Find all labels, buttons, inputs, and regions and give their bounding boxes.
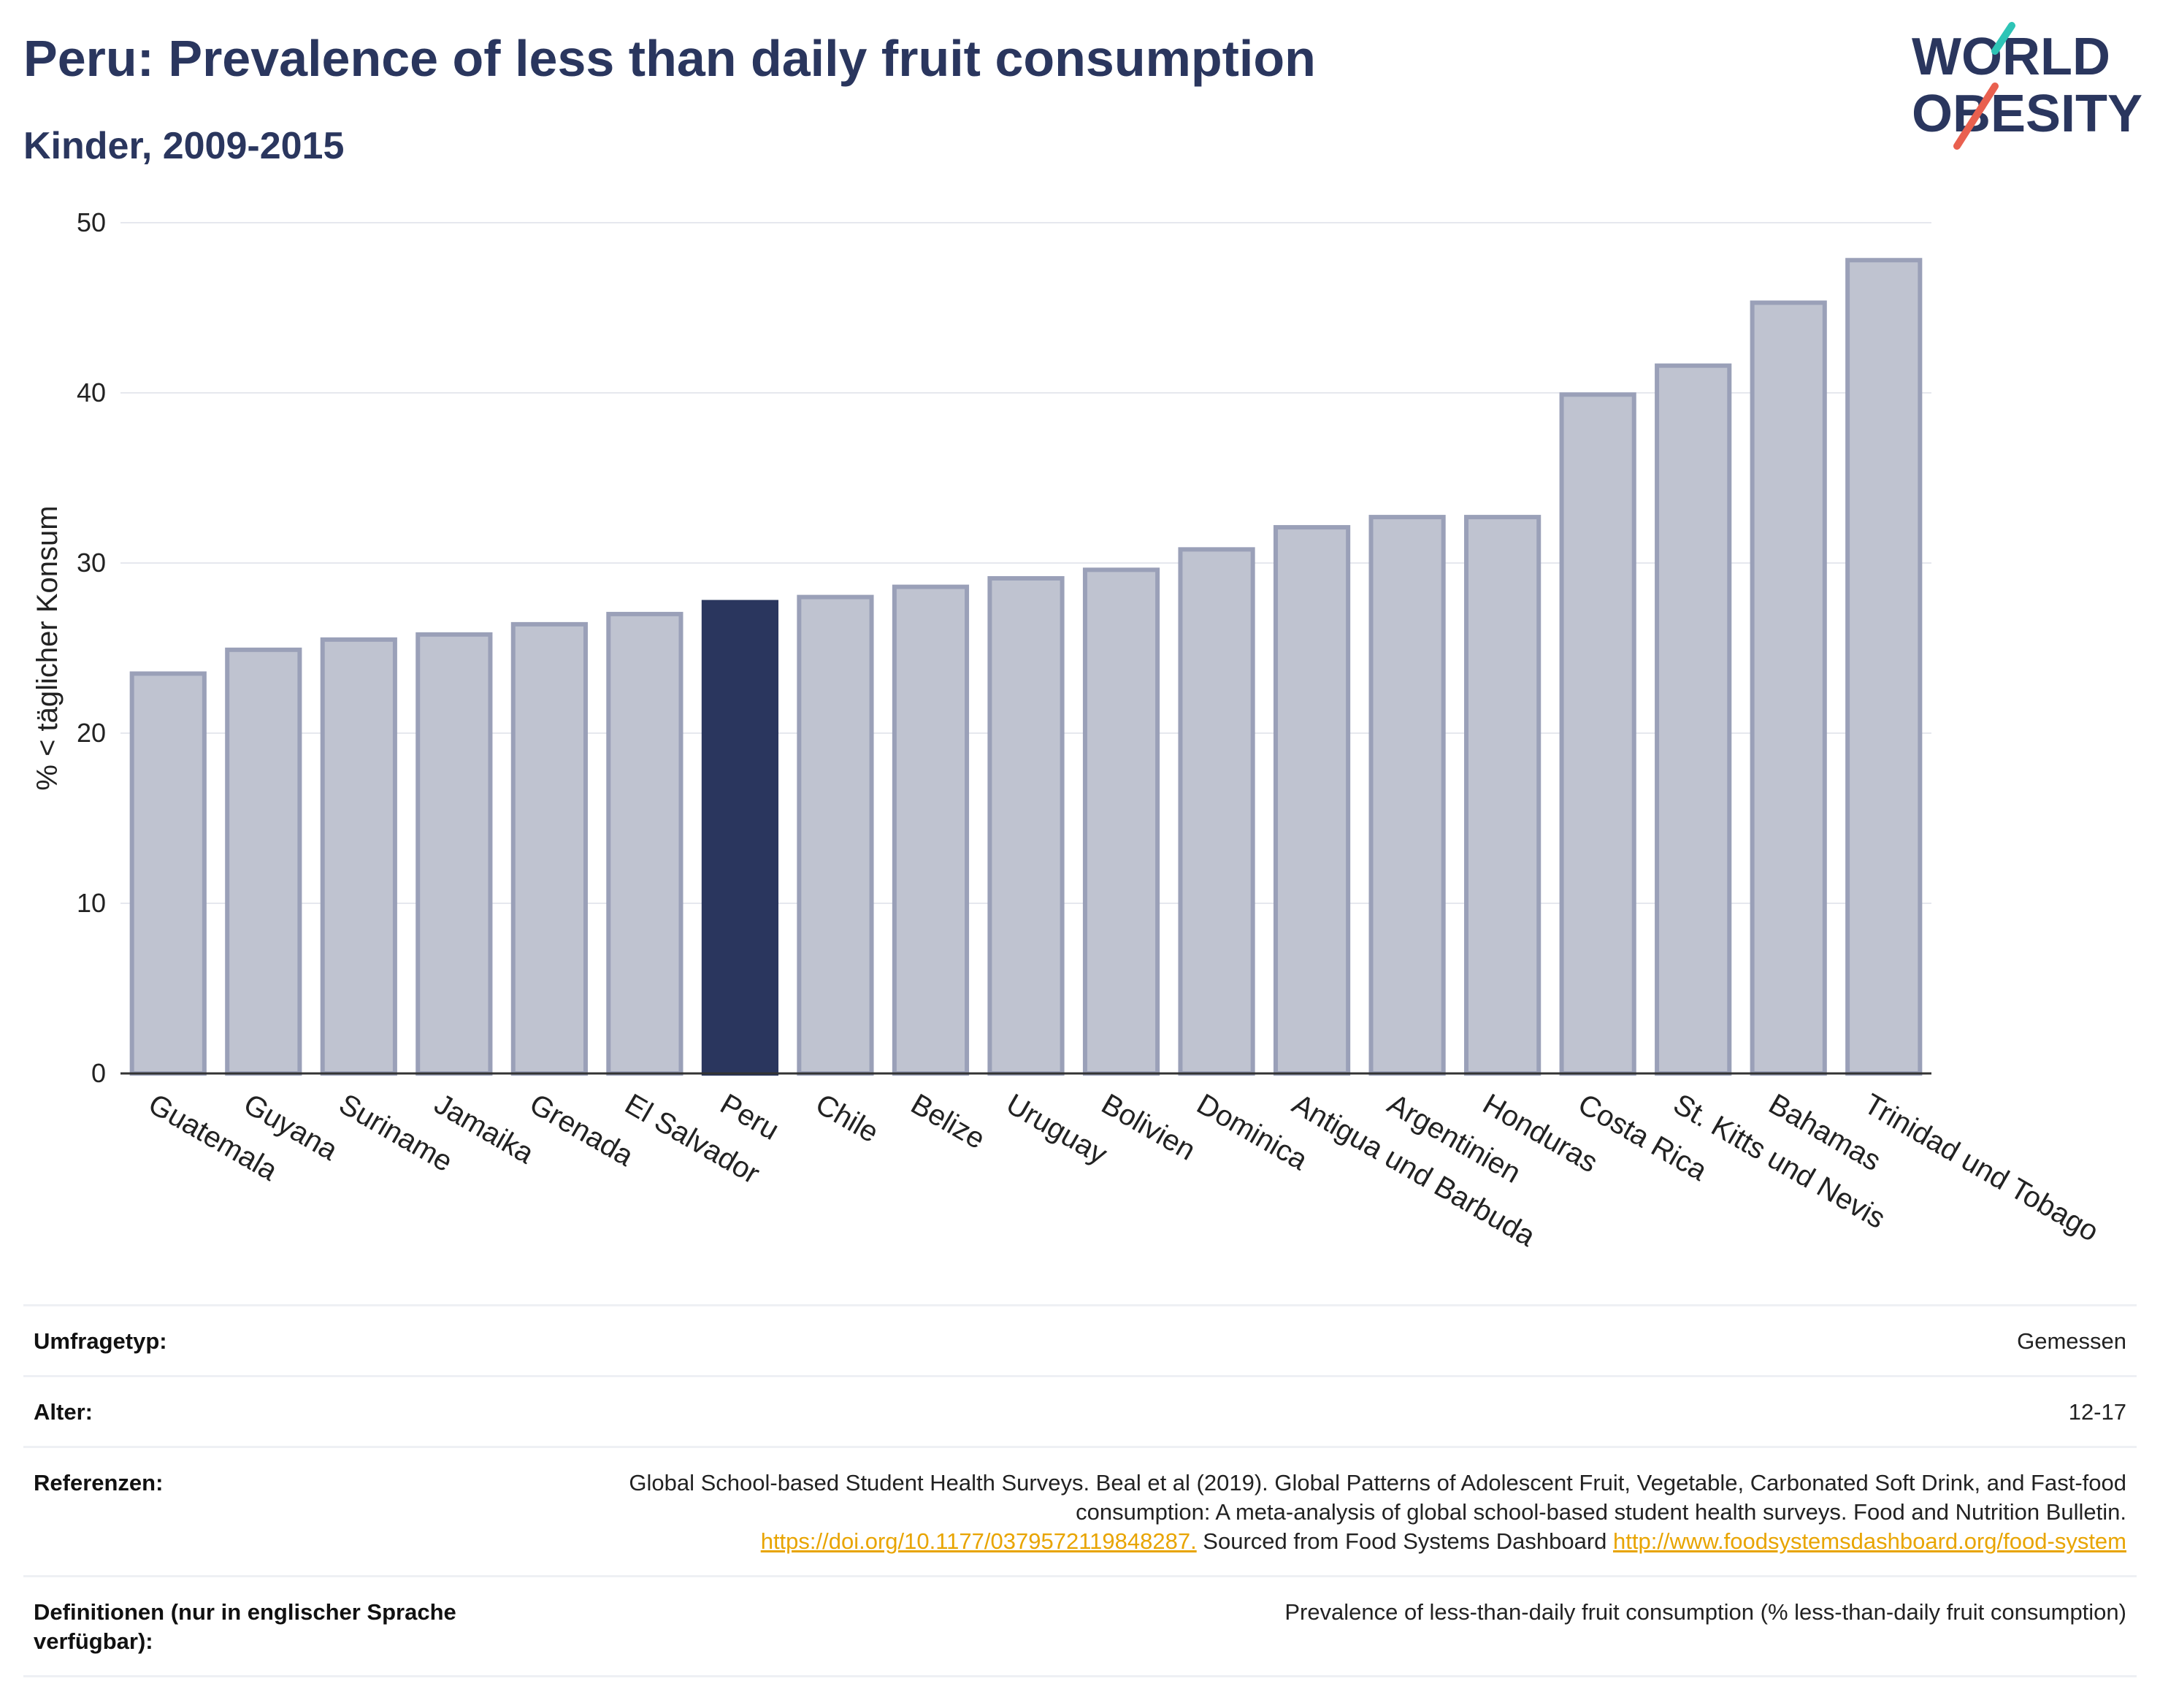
world-obesity-logo: WORLD OBESITY: [1912, 22, 2142, 150]
logo-slash-bottom: [1953, 83, 1999, 150]
logo-line-1: WORLD: [1912, 28, 2110, 86]
y-tick-label: 30: [77, 548, 106, 578]
bar-peru[interactable]: [701, 600, 779, 1076]
bar-suriname[interactable]: [320, 637, 397, 1076]
info-table: Umfragetyp: Gemessen Alter: 12-17 Refere…: [23, 1304, 2137, 1677]
bar-honduras[interactable]: [1464, 515, 1542, 1076]
bar-guyana[interactable]: [225, 647, 302, 1076]
x-tick-labels: GuatemalaGuyanaSurinameJamaikaGrenadaEl …: [143, 1088, 2104, 1253]
bar-chile[interactable]: [797, 594, 874, 1076]
references-source-text: Sourced from Food Systems Dashboard: [1196, 1528, 1613, 1554]
x-tick-label: Trinidad und Tobago: [1858, 1088, 2104, 1248]
age-value: 12-17: [2068, 1399, 2126, 1425]
bar-jamaika[interactable]: [415, 632, 493, 1076]
age-label: Alter:: [34, 1399, 93, 1425]
y-tick-label: 0: [91, 1058, 106, 1088]
bar-el-salvador[interactable]: [606, 611, 683, 1076]
y-axis-label: % < täglicher Konsum: [31, 505, 64, 790]
doi-link[interactable]: https://doi.org/10.1177/0379572119848287…: [760, 1528, 1197, 1554]
info-row-definitions: Definitionen (nur in englischer Sprache …: [23, 1576, 2137, 1677]
definitions-value: Prevalence of less-than-daily fruit cons…: [1284, 1599, 2126, 1625]
y-tick-label: 20: [77, 718, 106, 748]
x-tick-label: Peru: [715, 1088, 784, 1146]
bar-guatemala[interactable]: [129, 671, 207, 1076]
bar-bolivien[interactable]: [1082, 567, 1160, 1076]
references-label: Referenzen:: [34, 1470, 164, 1496]
info-row-references: Referenzen: Global School-based Student …: [23, 1447, 2137, 1577]
references-value: Global School-based Student Health Surve…: [555, 1447, 2137, 1577]
bars: [129, 258, 1923, 1076]
definitions-label: Definitionen (nur in englischer Sprache …: [34, 1599, 456, 1654]
chart-subtitle: Kinder, 2009-2015: [23, 125, 345, 167]
y-tick-label: 50: [77, 207, 106, 237]
references-text: Global School-based Student Health Surve…: [629, 1470, 2126, 1525]
bar-st-kitts-und-nevis[interactable]: [1655, 363, 1732, 1076]
y-tick-label: 10: [77, 888, 106, 918]
bar-belize[interactable]: [892, 584, 970, 1076]
bar-costa-rica[interactable]: [1559, 392, 1636, 1076]
info-row-age: Alter: 12-17: [23, 1376, 2137, 1447]
y-tick-label: 40: [77, 378, 106, 407]
bar-antigua-und-barbuda[interactable]: [1273, 525, 1351, 1076]
logo-slash-top: [1991, 22, 2015, 55]
survey-type-label: Umfragetyp:: [34, 1328, 167, 1354]
bar-grenada[interactable]: [510, 621, 588, 1076]
y-tick-labels: 0 10 20 30 40 50: [77, 207, 106, 1088]
bar-dominica[interactable]: [1178, 547, 1255, 1076]
bar-argentinien[interactable]: [1368, 515, 1446, 1076]
bar-bahamas[interactable]: [1750, 300, 1827, 1076]
chart-title: Peru: Prevalence of less than daily frui…: [23, 30, 1316, 87]
logo-line-2: OBESITY: [1912, 85, 2142, 143]
bar-uruguay[interactable]: [987, 575, 1065, 1076]
x-tick-label: Chile: [810, 1088, 884, 1149]
x-tick-label: Uruguay: [1001, 1088, 1113, 1171]
bar-trinidad-und-tobago[interactable]: [1845, 258, 1923, 1076]
survey-type-value: Gemessen: [2017, 1328, 2126, 1354]
bar-chart: 0 10 20 30 40 50 GuatemalaGuyanaSurinameJamai…: [31, 207, 2104, 1253]
x-tick-label: Bolivien: [1096, 1088, 1200, 1167]
food-systems-dashboard-link[interactable]: http://www.foodsystemsdashboard.org/food…: [1613, 1528, 2126, 1554]
x-tick-label: Belize: [905, 1088, 990, 1156]
x-tick-label: Grenada: [524, 1088, 639, 1173]
info-row-survey-type: Umfragetyp: Gemessen: [23, 1305, 2137, 1376]
